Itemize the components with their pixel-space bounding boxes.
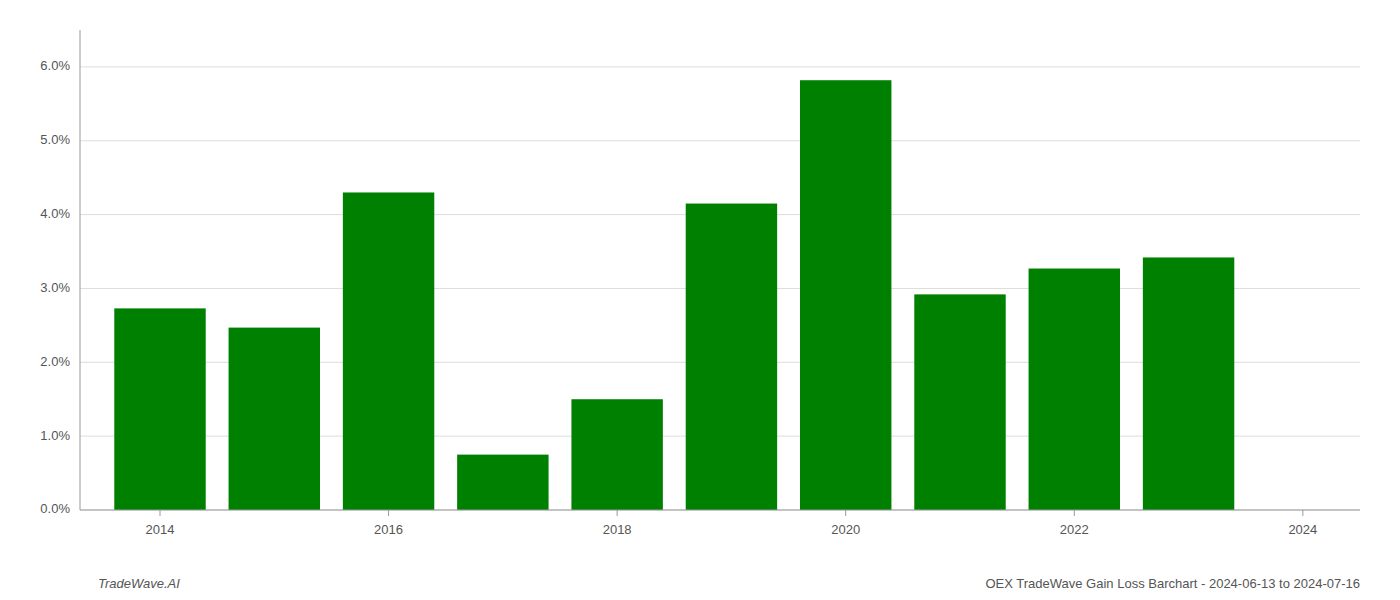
x-tick bbox=[388, 510, 389, 516]
bar bbox=[686, 204, 777, 510]
footer-brand: TradeWave.AI bbox=[98, 576, 180, 591]
grid-line bbox=[80, 66, 1360, 67]
x-tick-label: 2018 bbox=[603, 522, 632, 537]
x-tick-label: 2024 bbox=[1288, 522, 1317, 537]
footer: TradeWave.AI OEX TradeWave Gain Loss Barc… bbox=[98, 576, 1360, 591]
y-tick-label: 5.0% bbox=[40, 132, 70, 147]
x-tick-label: 2022 bbox=[1060, 522, 1089, 537]
bar bbox=[229, 328, 320, 510]
bars bbox=[114, 80, 1234, 510]
y-tick-label: 1.0% bbox=[40, 428, 70, 443]
x-tick-label: 2020 bbox=[831, 522, 860, 537]
chart: 0.0% 1.0% 2.0% 3.0% 4.0% 5.0% 6.0% 2014 2016 2018… bbox=[0, 0, 1400, 600]
x-tick bbox=[1074, 510, 1075, 516]
x-tick bbox=[1302, 510, 1303, 516]
page: {"chart_data": {"type": "bar", "x": [201… bbox=[0, 0, 1400, 600]
y-tick-labels: 0.0% 1.0% 2.0% 3.0% 4.0% 5.0% 6.0% bbox=[40, 58, 70, 516]
bar bbox=[343, 192, 434, 510]
y-tick-label: 6.0% bbox=[40, 58, 70, 73]
y-axis-line bbox=[80, 30, 81, 510]
bar bbox=[800, 80, 891, 510]
bar bbox=[457, 455, 548, 510]
y-tick-label: 3.0% bbox=[40, 280, 70, 295]
y-grid bbox=[80, 67, 1360, 510]
y-tick-label: 0.0% bbox=[40, 501, 70, 516]
x-tick bbox=[617, 510, 618, 516]
bar bbox=[114, 308, 205, 510]
footer-caption: OEX TradeWave Gain Loss Barchart - 2024-… bbox=[985, 576, 1360, 591]
x-ticks: 2014 2016 2018 2020 2022 2024 bbox=[146, 510, 1318, 537]
bar bbox=[571, 399, 662, 510]
bar bbox=[1029, 269, 1120, 510]
x-tick-label: 2016 bbox=[374, 522, 403, 537]
y-tick-label: 2.0% bbox=[40, 354, 70, 369]
bar bbox=[1143, 257, 1234, 510]
x-tick-label: 2014 bbox=[146, 522, 175, 537]
x-tick bbox=[845, 510, 846, 516]
x-tick bbox=[160, 510, 161, 516]
x-axis-line bbox=[80, 510, 1360, 511]
y-tick-label: 4.0% bbox=[40, 206, 70, 221]
bar bbox=[914, 294, 1005, 510]
grid-line bbox=[80, 140, 1360, 141]
grid-line bbox=[80, 510, 1360, 511]
